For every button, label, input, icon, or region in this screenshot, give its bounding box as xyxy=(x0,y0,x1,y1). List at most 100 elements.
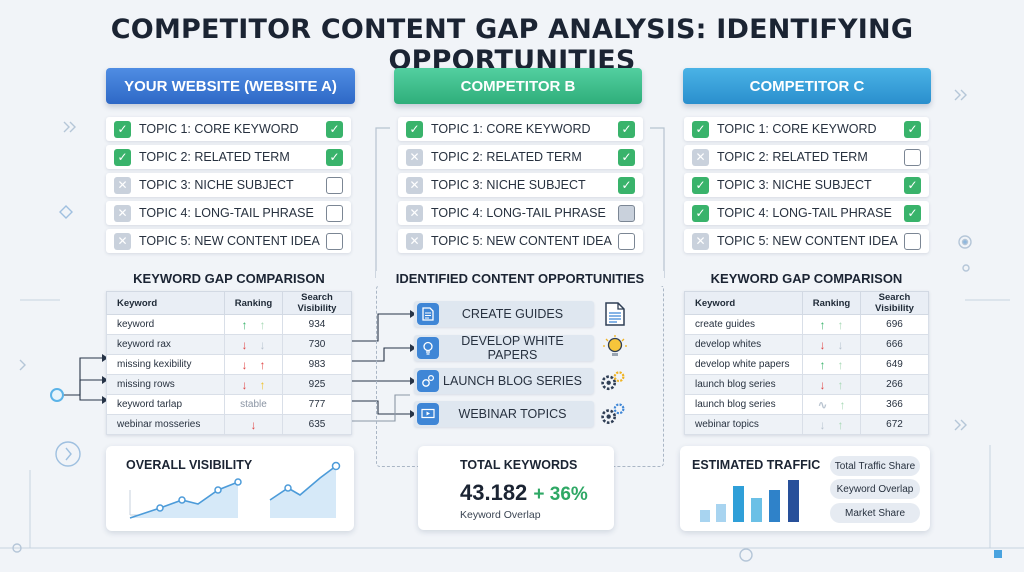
checkbox-checked[interactable]: ✓ xyxy=(326,148,343,166)
visibility-cell: 730 xyxy=(282,334,352,355)
table-row: keyword ↑ ↑ 934 xyxy=(106,314,352,335)
topic-label: TOPIC 2: RELATED TERM xyxy=(431,150,582,164)
checkbox-checked[interactable]: ✓ xyxy=(904,204,921,222)
topic-row: ✓ TOPIC 3: NICHE SUBJECT ✓ xyxy=(684,173,929,197)
cross-icon: ✕ xyxy=(406,232,423,250)
checkbox[interactable] xyxy=(326,204,343,222)
document-icon xyxy=(602,301,628,327)
column-header-website-a: YOUR WEBSITE (WEBSITE A) xyxy=(106,68,355,104)
column-header: Ranking xyxy=(802,291,861,315)
column-header: Ranking xyxy=(224,291,283,315)
check-icon: ✓ xyxy=(692,120,709,138)
topic-label: TOPIC 4: LONG-TAIL PHRASE xyxy=(717,206,892,220)
checkbox[interactable] xyxy=(618,232,635,250)
keyword-overlap-pill[interactable]: Keyword Overlap xyxy=(830,479,920,499)
checkbox[interactable] xyxy=(904,232,921,250)
keyword-cell: launch blog series xyxy=(684,394,803,415)
cross-icon: ✕ xyxy=(114,204,131,222)
topic-label: TOPIC 3: NICHE SUBJECT xyxy=(139,178,294,192)
arrow-up-icon: ↑ xyxy=(837,377,844,392)
topic-row: ✓ TOPIC 1: CORE KEYWORD ✓ xyxy=(684,117,929,141)
checkbox-checked[interactable]: ✓ xyxy=(326,120,343,138)
ranking-cell: ↑ ↑ xyxy=(802,354,861,375)
visibility-cell: 983 xyxy=(282,354,352,375)
arrow-up-icon: ↑ xyxy=(837,357,844,372)
check-icon: ✓ xyxy=(406,120,423,138)
keyword-count: 43.182 xyxy=(460,480,528,505)
traffic-share-pill[interactable]: Total Traffic Share xyxy=(830,456,920,476)
keyword-gap-table-c: Keyword Ranking Search Visibility create… xyxy=(684,291,929,435)
keyword-cell: missing rows xyxy=(106,374,225,395)
topic-row: ✕ TOPIC 3: NICHE SUBJECT xyxy=(106,173,351,197)
opportunity-white-papers[interactable]: DEVELOP WHITE PAPERS xyxy=(414,334,594,362)
opportunity-label: WEBINAR TOPICS xyxy=(458,407,567,421)
topic-row: ✕ TOPIC 4: LONG-TAIL PHRASE xyxy=(106,201,351,225)
arrow-up-icon: ↑ xyxy=(259,377,266,392)
arrow-down-icon: ↓ xyxy=(819,377,826,392)
cross-icon: ✕ xyxy=(114,176,131,194)
keyword-gap-title-c: KEYWORD GAP COMPARISON xyxy=(710,271,903,286)
opportunity-webinar-topics[interactable]: WEBINAR TOPICS xyxy=(414,401,594,427)
topic-label: TOPIC 5: NEW CONTENT IDEA xyxy=(431,234,612,248)
lightbulb-icon xyxy=(417,337,439,359)
table-row: missing rows ↓ ↑ 925 xyxy=(106,374,352,395)
keyword-cell: keyword xyxy=(106,314,225,335)
topic-row: ✓ TOPIC 1: CORE KEYWORD ✓ xyxy=(106,117,351,141)
keyword-cell: missing kexibility xyxy=(106,354,225,375)
card-title: TOTAL KEYWORDS xyxy=(460,458,578,472)
keyword-cell: launch blog series xyxy=(684,374,803,395)
checkbox[interactable] xyxy=(904,148,921,166)
keyword-cell: create guides xyxy=(684,314,803,335)
table-row: create guides ↑ ↑ 696 xyxy=(684,314,929,335)
cross-icon: ✕ xyxy=(692,232,709,250)
arrow-down-icon: ↓ xyxy=(259,337,266,352)
check-icon: ✓ xyxy=(692,204,709,222)
visibility-cell: 649 xyxy=(860,354,929,375)
table-row: keyword rax ↓ ↓ 730 xyxy=(106,334,352,355)
check-icon: ✓ xyxy=(114,148,131,166)
column-header: Search Visibility xyxy=(282,291,352,315)
opportunities-title: IDENTIFIED CONTENT OPPORTUNITIES xyxy=(376,271,664,286)
ranking-cell: ↓ ↑ xyxy=(802,414,861,435)
topic-label: TOPIC 2: RELATED TERM xyxy=(139,150,290,164)
topic-row: ✓ TOPIC 2: RELATED TERM ✓ xyxy=(106,145,351,169)
checkbox[interactable] xyxy=(326,176,343,194)
cross-icon: ✕ xyxy=(692,148,709,166)
checkbox-checked[interactable]: ✓ xyxy=(618,120,635,138)
column-header: Keyword xyxy=(684,291,803,315)
card-title: ESTIMATED TRAFFIC xyxy=(692,458,821,472)
column-header-competitor-c: COMPETITOR C xyxy=(683,68,931,104)
checkbox-checked[interactable]: ✓ xyxy=(618,148,635,166)
table-row: webinar topics ↓ ↑ 672 xyxy=(684,414,929,435)
checkbox-checked[interactable]: ✓ xyxy=(904,176,921,194)
arrow-up-icon: ↑ xyxy=(837,317,844,332)
card-title: OVERALL VISIBILITY xyxy=(126,458,253,472)
topic-row: ✕ TOPIC 5: NEW CONTENT IDEA xyxy=(106,229,351,253)
topic-label: TOPIC 1: CORE KEYWORD xyxy=(139,122,299,136)
checkbox-checked[interactable]: ✓ xyxy=(618,176,635,194)
visibility-cell: 672 xyxy=(860,414,929,435)
lightbulb-icon xyxy=(602,335,628,361)
table-row: develop white papers ↑ ↑ 649 xyxy=(684,354,929,375)
visibility-cell: 666 xyxy=(860,334,929,355)
topic-label: TOPIC 3: NICHE SUBJECT xyxy=(431,178,586,192)
ranking-cell: stable xyxy=(224,394,283,415)
checkbox[interactable] xyxy=(618,204,635,222)
topic-label: TOPIC 1: CORE KEYWORD xyxy=(717,122,877,136)
market-share-pill[interactable]: Market Share xyxy=(830,503,920,523)
arrow-up-icon: ↑ xyxy=(837,417,844,432)
opportunity-create-guides[interactable]: CREATE GUIDES xyxy=(414,301,594,327)
check-icon: ✓ xyxy=(692,176,709,194)
arrow-up-icon: ↑ xyxy=(241,317,248,332)
estimated-traffic-card: ESTIMATED TRAFFIC Total Traffic Share Ke… xyxy=(680,446,930,531)
visibility-cell: 696 xyxy=(860,314,929,335)
checkbox-checked[interactable]: ✓ xyxy=(904,120,921,138)
visibility-cell: 934 xyxy=(282,314,352,335)
topic-row: ✕ TOPIC 3: NICHE SUBJECT ✓ xyxy=(398,173,643,197)
topic-label: TOPIC 3: NICHE SUBJECT xyxy=(717,178,872,192)
video-icon xyxy=(417,403,439,425)
checkbox[interactable] xyxy=(326,232,343,250)
opportunity-blog-series[interactable]: LAUNCH BLOG SERIES xyxy=(414,368,594,394)
ranking-cell: ↓ ↓ xyxy=(224,334,283,355)
keyword-cell: develop white papers xyxy=(684,354,803,375)
